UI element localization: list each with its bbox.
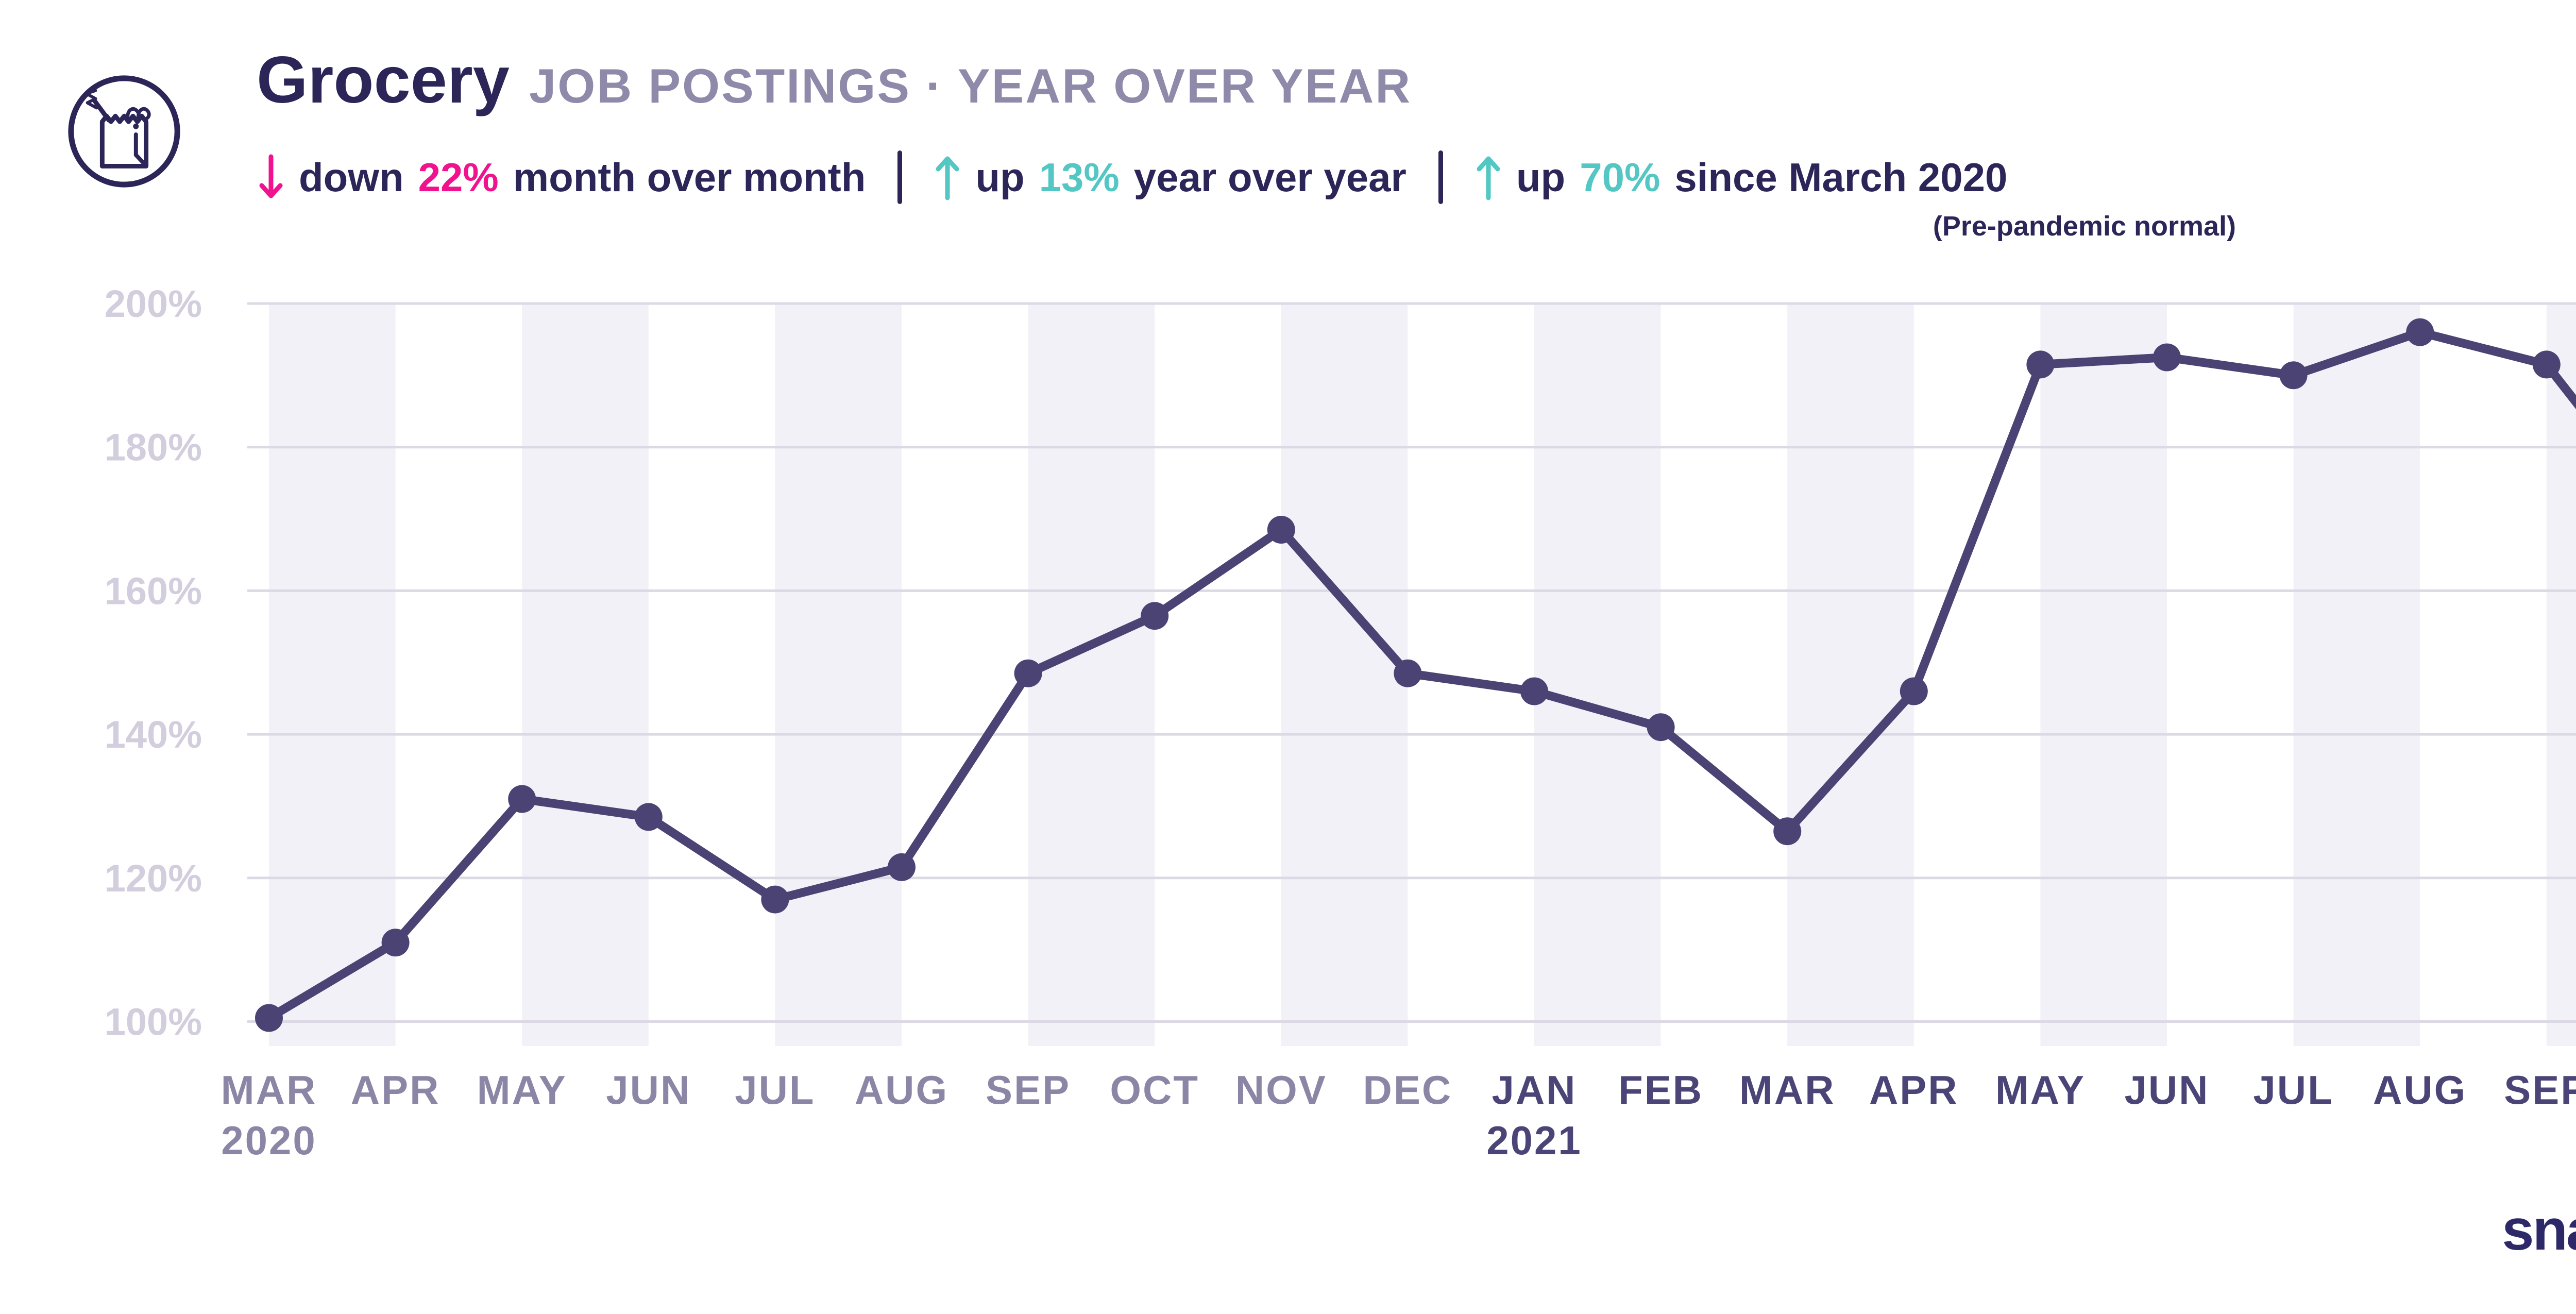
x-axis-label: JUN <box>2124 1067 2209 1113</box>
chart-point <box>2026 350 2055 379</box>
month-stripe <box>522 304 649 1046</box>
stat-suffix: year over year <box>1133 154 1406 200</box>
month-stripe <box>775 304 902 1046</box>
month-stripe <box>1787 304 1914 1046</box>
up-arrow-icon <box>1475 153 1502 202</box>
trend-line <box>264 328 2576 1022</box>
x-axis-label: JUL <box>735 1067 815 1113</box>
snagajob-logo: snagajob® <box>2502 1197 2576 1263</box>
x-axis-label: MAY <box>477 1067 567 1113</box>
chart-point <box>1773 817 1802 846</box>
pre-pandemic-footnote: (Pre-pandemic normal) <box>1933 211 2236 242</box>
month-stripe <box>2293 304 2420 1046</box>
page-subtitle: JOB POSTINGS · YEAR OVER YEAR <box>529 59 1412 113</box>
stat-since-march-2020: up 70% since March 2020 <box>1475 153 2007 202</box>
month-stripe <box>2040 304 2167 1046</box>
y-axis-label: 100% <box>105 1001 202 1043</box>
chart-point <box>1014 659 1042 687</box>
logo-text: snagajob <box>2502 1198 2576 1262</box>
stat-prefix: down <box>299 154 404 200</box>
x-axis-year-label: 2020 <box>221 1118 317 1163</box>
stat-month-over-month: down 22% month over month <box>258 153 866 202</box>
chart-point <box>761 885 789 914</box>
chart-point <box>888 853 916 881</box>
yoy-line-chart-svg: 100% 120% 140% 160% 180% 200% MAR APR MAY JUN JUL A… <box>105 282 2576 1163</box>
stat-value: 22% <box>418 154 499 200</box>
stat-prefix: up <box>1516 154 1566 200</box>
x-axis-label: JUN <box>606 1067 691 1113</box>
y-axis-label: 140% <box>105 713 202 756</box>
stat-prefix: up <box>975 154 1025 200</box>
chart-point <box>1267 516 1295 544</box>
chart-point <box>1900 677 1928 705</box>
month-stripe <box>1534 304 1661 1046</box>
x-axis-label: MAR <box>221 1067 317 1113</box>
yoy-line-chart: 100% 120% 140% 160% 180% 200% MAR APR MAY JUN JUL A… <box>0 268 2576 1185</box>
stat-suffix: month over month <box>513 154 866 200</box>
chart-point <box>1520 677 1548 705</box>
y-axis-label: 180% <box>105 426 202 469</box>
x-axis-label: APR <box>351 1067 440 1113</box>
x-axis-label: AUG <box>855 1067 948 1113</box>
chart-point <box>2406 318 2434 346</box>
month-stripe <box>269 304 396 1046</box>
month-stripe <box>1028 304 1155 1046</box>
x-axis-label: AUG <box>2373 1067 2467 1113</box>
chart-point <box>255 1004 283 1032</box>
chart-point <box>634 803 663 831</box>
grocery-bag-icon <box>63 70 185 193</box>
stat-divider <box>1438 150 1443 204</box>
page-title: Grocery <box>257 43 510 117</box>
chart-point <box>1394 659 1422 687</box>
x-axis-label: SEP <box>986 1067 1071 1113</box>
stat-year-over-year: up 13% year over year <box>934 153 1406 202</box>
x-axis-label: SEP <box>2504 1067 2576 1113</box>
y-axis-label: 160% <box>105 569 202 612</box>
y-axis-label: 120% <box>105 857 202 900</box>
down-arrow-icon <box>258 153 284 202</box>
chart-point <box>1141 602 1169 630</box>
chart-point <box>2532 350 2561 379</box>
x-axis-label: DEC <box>1363 1067 1453 1113</box>
stat-value: 70% <box>1580 154 1660 200</box>
x-axis-year-label: 2021 <box>1486 1118 1582 1163</box>
chart-point <box>2279 361 2308 390</box>
chart-point <box>1647 713 1675 742</box>
x-axis-label: OCT <box>1110 1067 1199 1113</box>
x-axis-label: NOV <box>1235 1067 1327 1113</box>
stat-value: 13% <box>1039 154 1120 200</box>
stat-divider <box>897 150 903 204</box>
chart-point <box>508 785 536 813</box>
grocery-bag-icon-svg <box>68 75 180 188</box>
y-axis-label: 200% <box>105 282 202 325</box>
chart-point <box>2153 343 2181 372</box>
x-axis-label: FEB <box>1618 1067 1703 1113</box>
x-axis-label: JAN <box>1492 1067 1577 1113</box>
x-axis-label: APR <box>1869 1067 1959 1113</box>
month-stripe <box>1281 304 1408 1046</box>
stats-row: down 22% month over month up 13% year ov… <box>258 150 2007 204</box>
chart-header: Grocery JOB POSTINGS · YEAR OVER YEAR <box>257 42 1412 118</box>
x-axis-label: JUL <box>2253 1067 2333 1113</box>
x-axis-label: MAY <box>1995 1067 2086 1113</box>
stat-suffix: since March 2020 <box>1674 154 2008 200</box>
month-stripe <box>2546 304 2576 1046</box>
x-axis-label: MAR <box>1739 1067 1836 1113</box>
up-arrow-icon <box>934 153 961 202</box>
chart-point <box>381 929 410 957</box>
